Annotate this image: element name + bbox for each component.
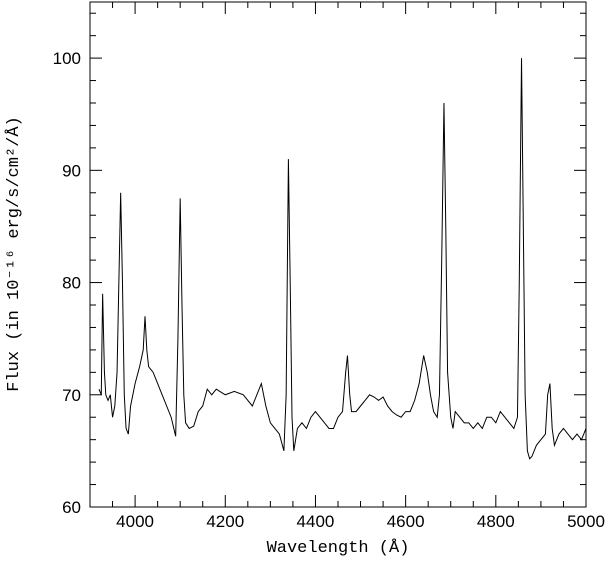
y-tick-label: 100 bbox=[53, 49, 81, 68]
x-tick-label: 4400 bbox=[297, 512, 335, 531]
x-tick-label: 4800 bbox=[477, 512, 515, 531]
x-tick-label: 4200 bbox=[206, 512, 244, 531]
x-axis-label: Wavelength (Å) bbox=[267, 539, 410, 558]
x-tick-label: 5000 bbox=[567, 512, 605, 531]
y-tick-label: 90 bbox=[62, 161, 81, 180]
y-tick-label: 80 bbox=[62, 274, 81, 293]
x-tick-label: 4000 bbox=[116, 512, 154, 531]
y-axis-label: Flux (in 10⁻¹⁶ erg/s/cm²/Å) bbox=[5, 116, 24, 391]
y-tick-label: 60 bbox=[62, 498, 81, 517]
y-tick-label: 70 bbox=[62, 386, 81, 405]
spectrum-line bbox=[98, 58, 587, 460]
x-tick-label: 4600 bbox=[387, 512, 425, 531]
plot-frame bbox=[89, 1, 587, 508]
